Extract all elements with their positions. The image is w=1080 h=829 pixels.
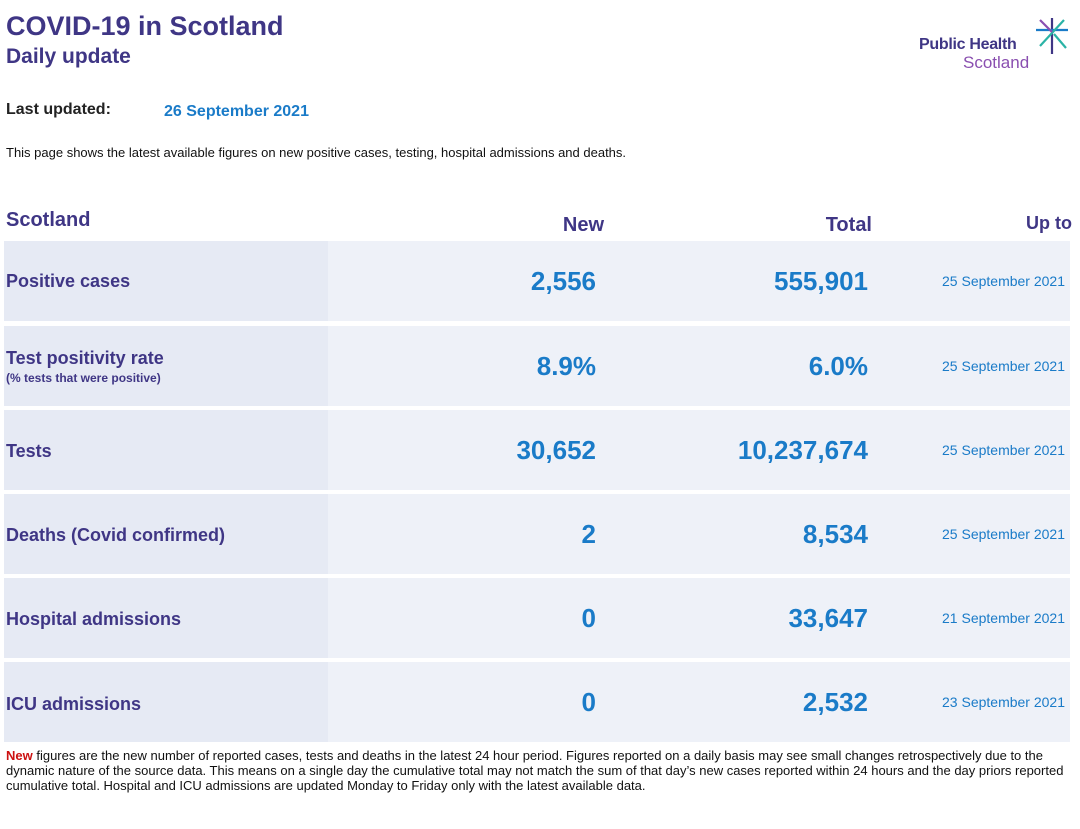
column-header-up-to: Up to — [1026, 213, 1072, 233]
row-total-value: 33,647 — [788, 603, 868, 633]
row-label-cell — [4, 578, 328, 658]
row-new-value: 8.9% — [536, 351, 596, 381]
table-row-test-positivity-rate: Test positivity rate (% tests that were … — [4, 326, 1070, 406]
row-label-cell — [4, 662, 328, 742]
column-header-total: Total — [825, 214, 872, 236]
row-label: Tests — [6, 441, 52, 461]
table-row-icu-admissions: ICU admissions 0 2,532 23 September 2021 — [4, 662, 1070, 742]
row-total-value: 2,532 — [802, 687, 868, 717]
row-new-value: 0 — [581, 603, 596, 633]
page-subtitle: Daily update — [6, 45, 131, 68]
table-row-tests: Tests 30,652 10,237,674 25 September 202… — [4, 410, 1070, 490]
row-new-value: 2 — [581, 519, 596, 549]
row-label: Deaths (Covid confirmed) — [6, 525, 226, 545]
row-sublabel: (% tests that were positive) — [6, 371, 161, 385]
row-label: Positive cases — [6, 271, 131, 291]
row-up-to-date: 25 September 2021 — [942, 526, 1065, 542]
row-label: ICU admissions — [6, 694, 142, 714]
intro-text: This page shows the latest available fig… — [6, 145, 627, 160]
row-label-cell — [4, 494, 328, 574]
table-row-deaths: Deaths (Covid confirmed) 2 8,534 25 Sept… — [4, 494, 1070, 574]
last-updated-label: Last updated: — [6, 101, 111, 118]
row-total-value: 10,237,674 — [737, 435, 868, 465]
row-label-cell — [4, 326, 328, 406]
row-new-value: 0 — [581, 687, 596, 717]
row-up-to-date: 25 September 2021 — [942, 273, 1065, 289]
footnote-text: figures are the new number of reported c… — [6, 748, 1064, 793]
row-up-to-date: 23 September 2021 — [942, 694, 1065, 710]
row-total-value: 555,901 — [774, 266, 868, 296]
column-header-new: New — [562, 214, 604, 236]
logo-text-scotland: Scotland — [963, 53, 1030, 72]
row-new-value: 2,556 — [530, 266, 596, 296]
logo-text-public-health: Public Health — [919, 36, 1017, 53]
row-up-to-date: 25 September 2021 — [942, 442, 1065, 458]
footnote: New figures are the new number of report… — [6, 748, 1066, 793]
row-label-cell — [4, 241, 328, 321]
row-label-cell — [4, 410, 328, 490]
footnote-highlight: New — [6, 748, 33, 763]
page-title: COVID-19 in Scotland — [6, 11, 284, 41]
table-row-positive-cases: Positive cases 2,556 555,901 25 Septembe… — [4, 241, 1070, 321]
last-updated-date: 26 September 2021 — [164, 103, 309, 120]
row-new-value: 30,652 — [516, 435, 596, 465]
public-health-scotland-logo: Public Health Scotland — [912, 14, 1072, 74]
row-up-to-date: 25 September 2021 — [942, 358, 1065, 374]
row-total-value: 6.0% — [808, 351, 868, 381]
row-label: Test positivity rate — [6, 348, 164, 368]
row-label: Hospital admissions — [6, 609, 182, 629]
star-burst-icon — [1036, 18, 1068, 54]
row-up-to-date: 21 September 2021 — [942, 610, 1065, 626]
row-total-value: 8,534 — [802, 519, 868, 549]
column-header-region: Scotland — [6, 209, 91, 231]
table-row-hospital-admissions: Hospital admissions 0 33,647 21 Septembe… — [4, 578, 1070, 658]
